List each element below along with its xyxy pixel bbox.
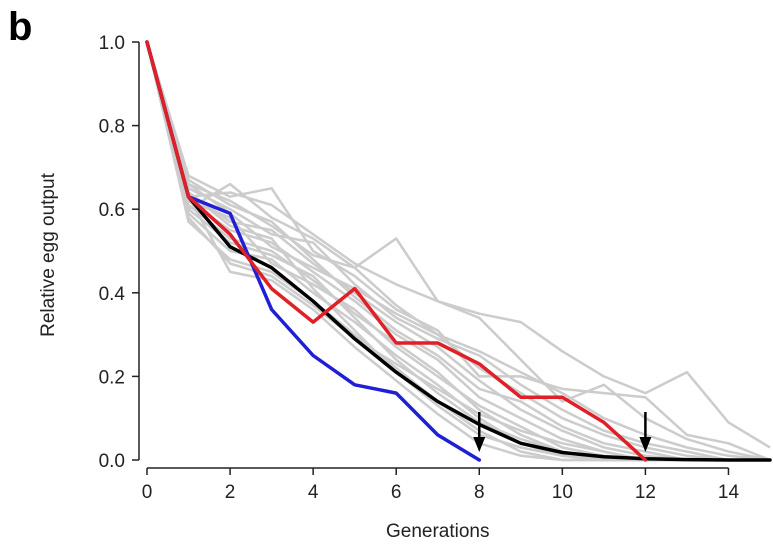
background-series-line	[145, 41, 771, 449]
x-axis-title: Generations	[386, 521, 490, 542]
y-tick-label: 0.0	[99, 451, 125, 472]
x-tick-label: 2	[225, 482, 236, 503]
annotation-arrows	[473, 412, 652, 452]
x-ticks: 0 2 4 6 8 10 12 14	[142, 468, 740, 503]
y-tick-label: 0.2	[99, 367, 125, 388]
panel-label: b	[8, 5, 32, 49]
down-arrow-annotation	[473, 412, 486, 452]
x-tick-label: 4	[308, 482, 319, 503]
down-arrow-annotation	[639, 412, 652, 452]
background-series-line	[145, 41, 771, 462]
background-series-line	[145, 41, 770, 462]
y-tick-label: 0.4	[99, 284, 126, 305]
y-tick-label: 0.8	[99, 117, 125, 138]
x-tick-label: 0	[142, 482, 153, 503]
axes: 0 2 4 6 8 10 12 14 0.0 0.2 0.4 0.6 0.8 1.0	[99, 33, 740, 503]
background-series-line	[145, 41, 770, 462]
series-line	[145, 40, 482, 462]
y-axis-title: Relative egg output	[38, 172, 59, 336]
x-tick-label: 6	[391, 482, 402, 503]
y-tick-label: 0.6	[99, 200, 125, 221]
series-line	[145, 40, 648, 462]
x-tick-label: 12	[635, 482, 656, 503]
y-tick-label: 1.0	[99, 33, 125, 54]
main-series-lines	[145, 40, 772, 462]
x-tick-label: 14	[718, 482, 740, 503]
y-ticks: 0.0 0.2 0.4 0.6 0.8 1.0	[99, 33, 139, 472]
series-line	[145, 40, 772, 462]
background-series-line	[145, 41, 771, 462]
x-tick-label: 10	[552, 482, 573, 503]
x-tick-label: 8	[474, 482, 485, 503]
